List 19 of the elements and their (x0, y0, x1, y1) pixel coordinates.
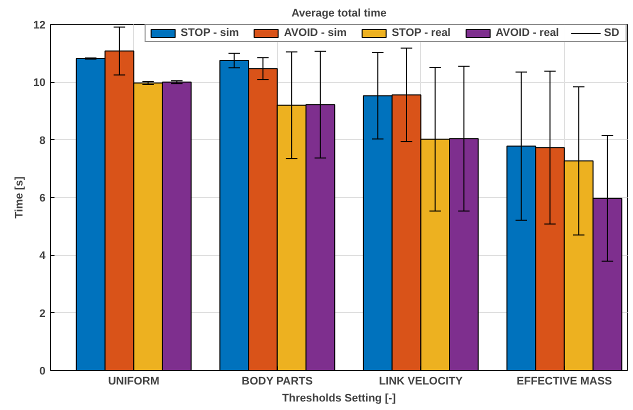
chart-title: Average total time (292, 8, 386, 20)
x-tick-label: EFFECTIVE MASS (516, 376, 612, 388)
y-tick-label: 8 (39, 134, 46, 147)
y-tick-label: 0 (39, 366, 46, 378)
x-tick-label: BODY PARTS (242, 376, 313, 388)
legend-label: STOP - sim (180, 27, 239, 39)
x-tick-label: UNIFORM (108, 376, 160, 388)
y-tick-label: 12 (33, 20, 46, 32)
y-tick-label: 6 (39, 192, 46, 204)
y-tick-label: 4 (39, 250, 46, 262)
annotation: SD (604, 27, 620, 39)
y-tick-label: 10 (33, 77, 46, 90)
legend-label: STOP - real (392, 27, 451, 39)
x-axis-title: Thresholds Setting [-] (282, 392, 396, 404)
y-axis-title: Time [s] (13, 176, 26, 218)
legend-label: AVOID - real (496, 27, 559, 39)
x-tick-label: LINK VELOCITY (378, 376, 464, 388)
y-tick-label: 2 (39, 308, 46, 320)
legend-label: AVOID - sim (284, 27, 347, 39)
